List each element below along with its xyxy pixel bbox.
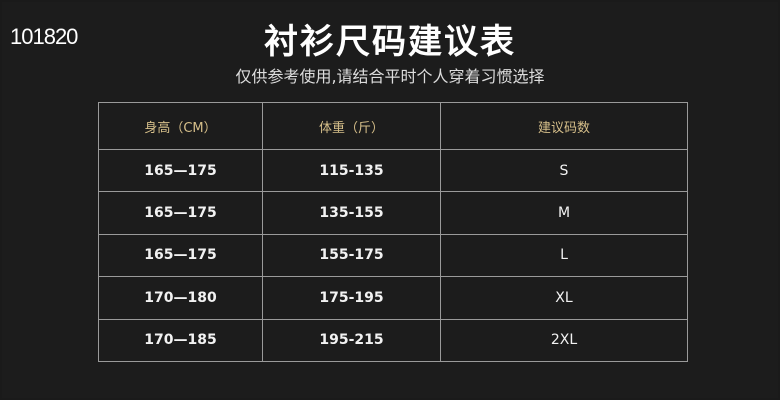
cell-size: M — [440, 191, 688, 235]
cell-weight: 135-155 — [262, 191, 441, 235]
cell-weight: 175-195 — [262, 276, 441, 320]
cell-weight: 195-215 — [262, 318, 441, 363]
cell-height: 165—175 — [98, 148, 263, 193]
cell-height: 170—185 — [98, 318, 263, 363]
table-row: 170—185 195-215 2XL — [98, 318, 688, 363]
cell-height: 165—175 — [98, 191, 263, 235]
table-row: 165—175 155-175 L — [98, 233, 688, 278]
table-row: 165—175 115-135 S — [98, 148, 688, 193]
cell-size: XL — [440, 276, 688, 320]
header-height: 身高（CM） — [98, 102, 263, 150]
cell-weight: 155-175 — [262, 233, 441, 278]
cell-size: 2XL — [440, 318, 688, 363]
cell-height: 165—175 — [98, 233, 263, 278]
header-size: 建议码数 — [440, 102, 688, 150]
cell-size: L — [440, 233, 688, 278]
page-title: 衬衫尺码建议表 — [264, 22, 516, 62]
cell-weight: 115-135 — [262, 148, 441, 193]
cell-height: 170—180 — [98, 276, 263, 320]
size-table: 身高（CM） 体重（斤） 建议码数 165—175 115-135 S 165—175… — [98, 102, 688, 363]
cell-size: S — [440, 148, 688, 193]
table-header-row: 身高（CM） 体重（斤） 建议码数 — [98, 102, 688, 150]
table-row: 165—175 135-155 M — [98, 191, 688, 235]
subtitle: 仅供参考使用,请结合平时个人穿着习惯选择 — [235, 67, 545, 86]
table-row: 170—180 175-195 XL — [98, 276, 688, 320]
header-weight: 体重（斤） — [262, 102, 441, 150]
watermark: 101820 — [10, 24, 78, 49]
